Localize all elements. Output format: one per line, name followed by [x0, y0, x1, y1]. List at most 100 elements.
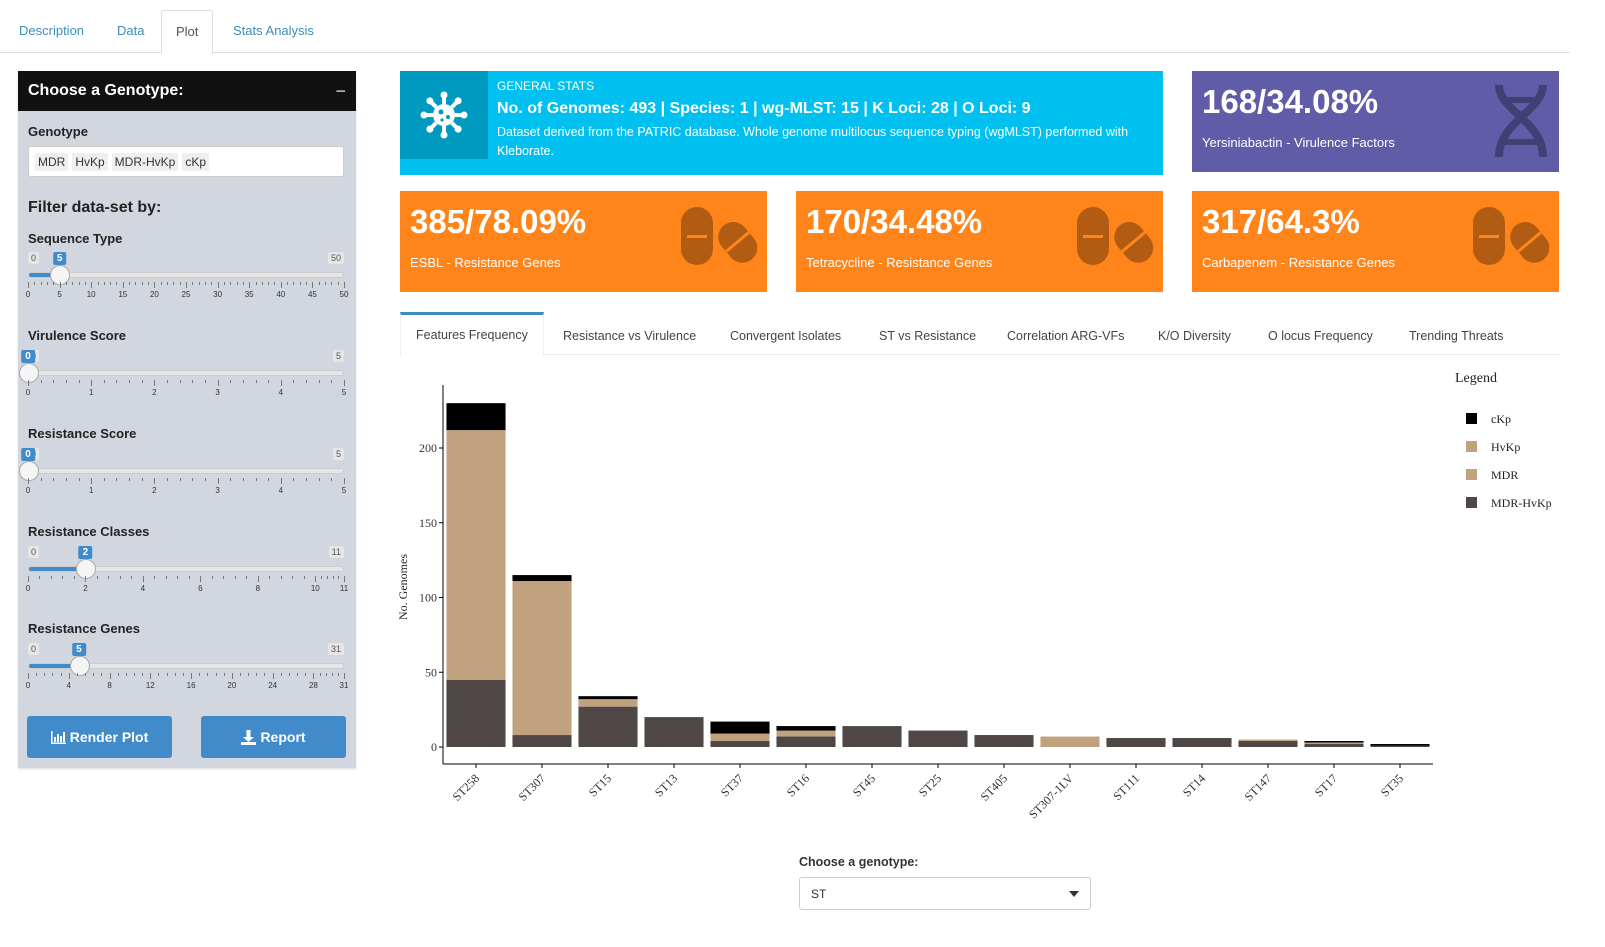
slider-tick [116, 380, 118, 383]
genotype-chip[interactable]: MDR [35, 152, 69, 171]
slider-handle[interactable] [69, 656, 90, 676]
slider-tick [179, 380, 181, 383]
tab-features-frequency[interactable]: Features Frequency [400, 312, 544, 356]
slider-tick [116, 282, 118, 285]
virus-icon [400, 71, 488, 159]
tab-trending-threats[interactable]: Trending Threats [1409, 329, 1504, 343]
slider-tick [167, 478, 169, 481]
slider-tick [167, 282, 169, 285]
bar-segment [776, 726, 836, 731]
tab-ko-diversity[interactable]: K/O Diversity [1158, 329, 1231, 343]
bar-segment [644, 717, 704, 747]
slider-tick [85, 576, 87, 582]
tab-plot[interactable]: Plot [161, 10, 214, 54]
slider-tick [65, 478, 67, 481]
slider-tick [312, 282, 314, 288]
tab-convergent-isolates[interactable]: Convergent Isolates [730, 329, 842, 343]
resistance-classes-slider[interactable]: 0 11 2 0 2 4 6 8 10 11 [26, 546, 348, 606]
slider-value: 0 [21, 350, 35, 363]
tab-data[interactable]: Data [117, 23, 145, 38]
tetracycline-value-box: 170/34.48% Tetracycline - Resistance Gen… [796, 191, 1163, 292]
genotype-chip[interactable]: cKp [182, 152, 210, 171]
slider-max: 50 [327, 252, 344, 264]
value-box-label: ESBL - Resistance Genes [410, 255, 561, 270]
slider-tick-label: 20 [149, 290, 159, 299]
resistance-classes-label: Resistance Classes [28, 524, 150, 539]
slider-tick [230, 380, 232, 383]
genotype-multiselect[interactable]: MDR HvKp MDR-HvKp cKp [28, 146, 344, 177]
genotype-select[interactable]: ST [799, 877, 1091, 910]
slider-tick [108, 576, 110, 579]
slider-max: 31 [327, 643, 344, 655]
slider-tick [179, 282, 181, 285]
value-box-value: 168/34.08% [1202, 83, 1379, 120]
slider-fill [29, 664, 80, 668]
slider-track[interactable] [28, 559, 344, 579]
genotype-sidebar: Choose a Genotype: − Genotype MDR HvKp M… [18, 71, 356, 768]
slider-tick [68, 673, 70, 679]
slider-tick [234, 576, 236, 579]
slider-tick [242, 478, 244, 481]
slider-handle[interactable] [19, 363, 39, 383]
slider-tick [306, 282, 308, 285]
slider-tick [65, 380, 67, 383]
slider-tick [319, 673, 321, 676]
slider-tick [179, 478, 181, 481]
dna-icon [1495, 84, 1547, 158]
slider-tick [129, 380, 131, 383]
slider-tick [240, 673, 242, 676]
slider-tick-label: 1 [88, 486, 94, 495]
tab-resistance-vs-virulence[interactable]: Resistance vs Virulence [563, 329, 697, 343]
slider-track[interactable] [19, 363, 344, 383]
slider-tick [331, 478, 333, 481]
slider-tick [331, 282, 333, 285]
legend-swatch [1466, 497, 1477, 508]
collapse-button[interactable]: − [335, 81, 346, 101]
slider-tick [85, 673, 87, 676]
slider-tick [154, 478, 156, 484]
slider-tick [268, 282, 270, 285]
bar-segment [1238, 739, 1298, 742]
sidebar-header: Choose a Genotype: − [18, 71, 356, 111]
slider-tick [97, 282, 99, 285]
slider-tick-label: 4 [278, 486, 284, 495]
bar-segment [1370, 745, 1430, 747]
slider-tick [109, 673, 111, 679]
tab-stats-analysis[interactable]: Stats Analysis [233, 23, 314, 38]
slider-tick-label: 4 [140, 584, 146, 593]
slider-track[interactable] [19, 461, 344, 481]
slider-tick-label: 30 [213, 290, 223, 299]
bar-segment [1106, 738, 1166, 747]
slider-tick [117, 673, 119, 676]
slider-handle[interactable] [19, 461, 39, 481]
bar-segment [710, 721, 770, 734]
tab-correlation-arg-vfs[interactable]: Correlation ARG-VFs [1007, 329, 1125, 343]
sequence-type-slider[interactable]: 0 50 5 0 5 10 15 20 25 30 35 40 45 50 [25, 252, 348, 312]
bar-segment [446, 430, 506, 680]
tab-o-locus-frequency[interactable]: O locus Frequency [1268, 329, 1373, 343]
genotype-chip[interactable]: MDR-HvKp [111, 152, 179, 171]
slider-track[interactable] [28, 265, 344, 285]
genotype-chip[interactable]: HvKp [72, 152, 108, 171]
slider-tick [255, 282, 257, 285]
slider-tick [93, 673, 95, 676]
slider-tick [65, 282, 67, 285]
resistance-score-slider[interactable]: 050012345 [19, 448, 346, 508]
slider-tick-label: 28 [308, 681, 318, 690]
slider-track[interactable] [28, 656, 344, 676]
bar-segment [1238, 741, 1298, 747]
slider-tick-label: 15 [118, 290, 128, 299]
legend-swatch [1466, 413, 1477, 424]
render-plot-button[interactable]: Render Plot [27, 716, 172, 758]
y-tick-label: 200 [419, 441, 437, 455]
tab-description[interactable]: Description [19, 23, 85, 38]
slider-tick-label: 0 [25, 290, 31, 299]
slider-tick-label: 2 [152, 486, 157, 495]
value-box-label: Tetracycline - Resistance Genes [806, 255, 993, 270]
slider-value: 2 [78, 546, 93, 559]
resistance-genes-slider[interactable]: 0 31 5 0 4 8 12 16 20 24 28 31 [26, 643, 348, 703]
virulence-score-slider[interactable]: 050012345 [19, 350, 346, 410]
legend-title: Legend [1455, 371, 1497, 386]
report-button[interactable]: Report [201, 716, 346, 758]
tab-st-vs-resistance[interactable]: ST vs Resistance [879, 329, 977, 343]
